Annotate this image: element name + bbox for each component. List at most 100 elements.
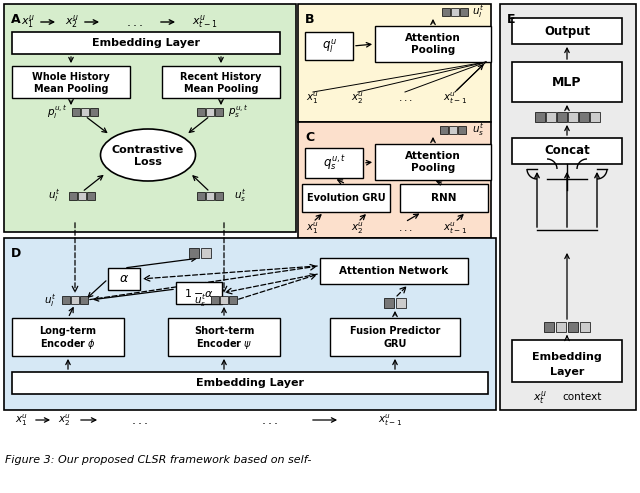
- Bar: [215, 192, 223, 200]
- Bar: [215, 108, 223, 116]
- Bar: [512, 340, 622, 382]
- Bar: [557, 112, 566, 122]
- Bar: [384, 298, 394, 308]
- Text: Embedding: Embedding: [532, 352, 602, 362]
- Bar: [442, 8, 450, 16]
- Text: $...$: $...$: [397, 223, 412, 233]
- Text: $u_l^t$: $u_l^t$: [472, 3, 484, 20]
- Text: Attention: Attention: [405, 33, 461, 43]
- Text: Encoder $\phi$: Encoder $\phi$: [40, 337, 96, 351]
- Text: $x_{t-1}^u$: $x_{t-1}^u$: [443, 220, 467, 236]
- Text: $x_{t-1}^u$: $x_{t-1}^u$: [192, 13, 218, 31]
- Text: A: A: [11, 13, 20, 26]
- Bar: [220, 296, 228, 304]
- Bar: [449, 126, 457, 134]
- Bar: [512, 62, 622, 102]
- Bar: [80, 296, 88, 304]
- Text: $u_l^t$: $u_l^t$: [48, 188, 60, 205]
- Bar: [12, 66, 130, 98]
- Bar: [87, 192, 95, 200]
- Text: B: B: [305, 13, 314, 26]
- Text: $x_{t-1}^u$: $x_{t-1}^u$: [443, 90, 467, 106]
- Text: $q_l^u$: $q_l^u$: [321, 37, 337, 55]
- Text: $x_1^u$: $x_1^u$: [21, 13, 35, 31]
- Text: $x_1^u$: $x_1^u$: [307, 90, 319, 106]
- Bar: [458, 126, 466, 134]
- Bar: [534, 112, 545, 122]
- Text: $u_s^t$: $u_s^t$: [194, 293, 206, 310]
- Text: $x_2^u$: $x_2^u$: [351, 220, 365, 236]
- Text: Figure 3: Our proposed CLSR framework based on self-: Figure 3: Our proposed CLSR framework ba…: [5, 455, 312, 465]
- Text: Recent History: Recent History: [180, 72, 262, 82]
- Text: Encoder $\psi$: Encoder $\psi$: [196, 337, 252, 351]
- Bar: [320, 258, 468, 284]
- Bar: [512, 138, 622, 164]
- Bar: [298, 122, 491, 238]
- Bar: [305, 148, 363, 178]
- Text: D: D: [11, 247, 21, 260]
- Text: Contrastive: Contrastive: [112, 145, 184, 155]
- Text: C: C: [305, 131, 314, 144]
- Bar: [302, 184, 390, 212]
- Text: Layer: Layer: [550, 367, 584, 377]
- Bar: [168, 318, 280, 356]
- Text: Long-term: Long-term: [40, 326, 97, 336]
- Text: $...$: $...$: [397, 93, 412, 103]
- Bar: [176, 282, 222, 304]
- Bar: [396, 298, 406, 308]
- Text: RNN: RNN: [431, 193, 457, 203]
- Text: MLP: MLP: [552, 75, 582, 89]
- Text: $...$: $...$: [126, 15, 144, 29]
- Text: $x_2^u$: $x_2^u$: [58, 412, 72, 428]
- Bar: [545, 112, 556, 122]
- Bar: [12, 32, 280, 54]
- Bar: [375, 26, 491, 62]
- Text: $u_s^t$: $u_s^t$: [472, 122, 484, 139]
- Text: Attention Network: Attention Network: [339, 266, 449, 276]
- Bar: [229, 296, 237, 304]
- Text: $x_t^u$: $x_t^u$: [533, 388, 547, 406]
- Text: $q_s^{u,t}$: $q_s^{u,t}$: [323, 153, 346, 173]
- Text: $\alpha$: $\alpha$: [119, 273, 129, 285]
- Bar: [298, 4, 491, 122]
- Bar: [71, 296, 79, 304]
- Bar: [512, 18, 622, 44]
- Bar: [580, 322, 590, 332]
- Text: Output: Output: [544, 25, 590, 37]
- Bar: [568, 322, 578, 332]
- Text: Mean Pooling: Mean Pooling: [34, 84, 108, 94]
- Bar: [500, 4, 636, 410]
- Bar: [69, 192, 77, 200]
- Bar: [556, 322, 566, 332]
- Bar: [568, 112, 577, 122]
- Bar: [189, 248, 199, 258]
- Bar: [108, 268, 140, 290]
- Text: Pooling: Pooling: [411, 45, 455, 55]
- Bar: [201, 248, 211, 258]
- Text: Whole History: Whole History: [32, 72, 110, 82]
- Text: $1-\alpha$: $1-\alpha$: [184, 287, 214, 299]
- Bar: [460, 8, 468, 16]
- Bar: [440, 126, 448, 134]
- Text: Embedding Layer: Embedding Layer: [196, 378, 304, 388]
- Text: context: context: [563, 392, 602, 402]
- Bar: [62, 296, 70, 304]
- Text: $u_l^t$: $u_l^t$: [44, 293, 56, 310]
- Text: $x_1^u$: $x_1^u$: [15, 412, 29, 428]
- Text: $...$: $...$: [261, 414, 279, 426]
- Bar: [78, 192, 86, 200]
- Bar: [375, 144, 491, 180]
- Bar: [451, 8, 459, 16]
- Text: $p_l^{u,t}$: $p_l^{u,t}$: [47, 104, 67, 121]
- Text: $u_s^t$: $u_s^t$: [234, 188, 246, 205]
- Text: $x_{t-1}^u$: $x_{t-1}^u$: [378, 412, 402, 428]
- Bar: [197, 192, 205, 200]
- Text: Attention: Attention: [405, 151, 461, 161]
- Text: Pooling: Pooling: [411, 163, 455, 173]
- Bar: [330, 318, 460, 356]
- Text: GRU: GRU: [383, 339, 406, 349]
- Bar: [589, 112, 600, 122]
- Bar: [206, 108, 214, 116]
- Text: Short-term: Short-term: [194, 326, 254, 336]
- Bar: [4, 238, 496, 410]
